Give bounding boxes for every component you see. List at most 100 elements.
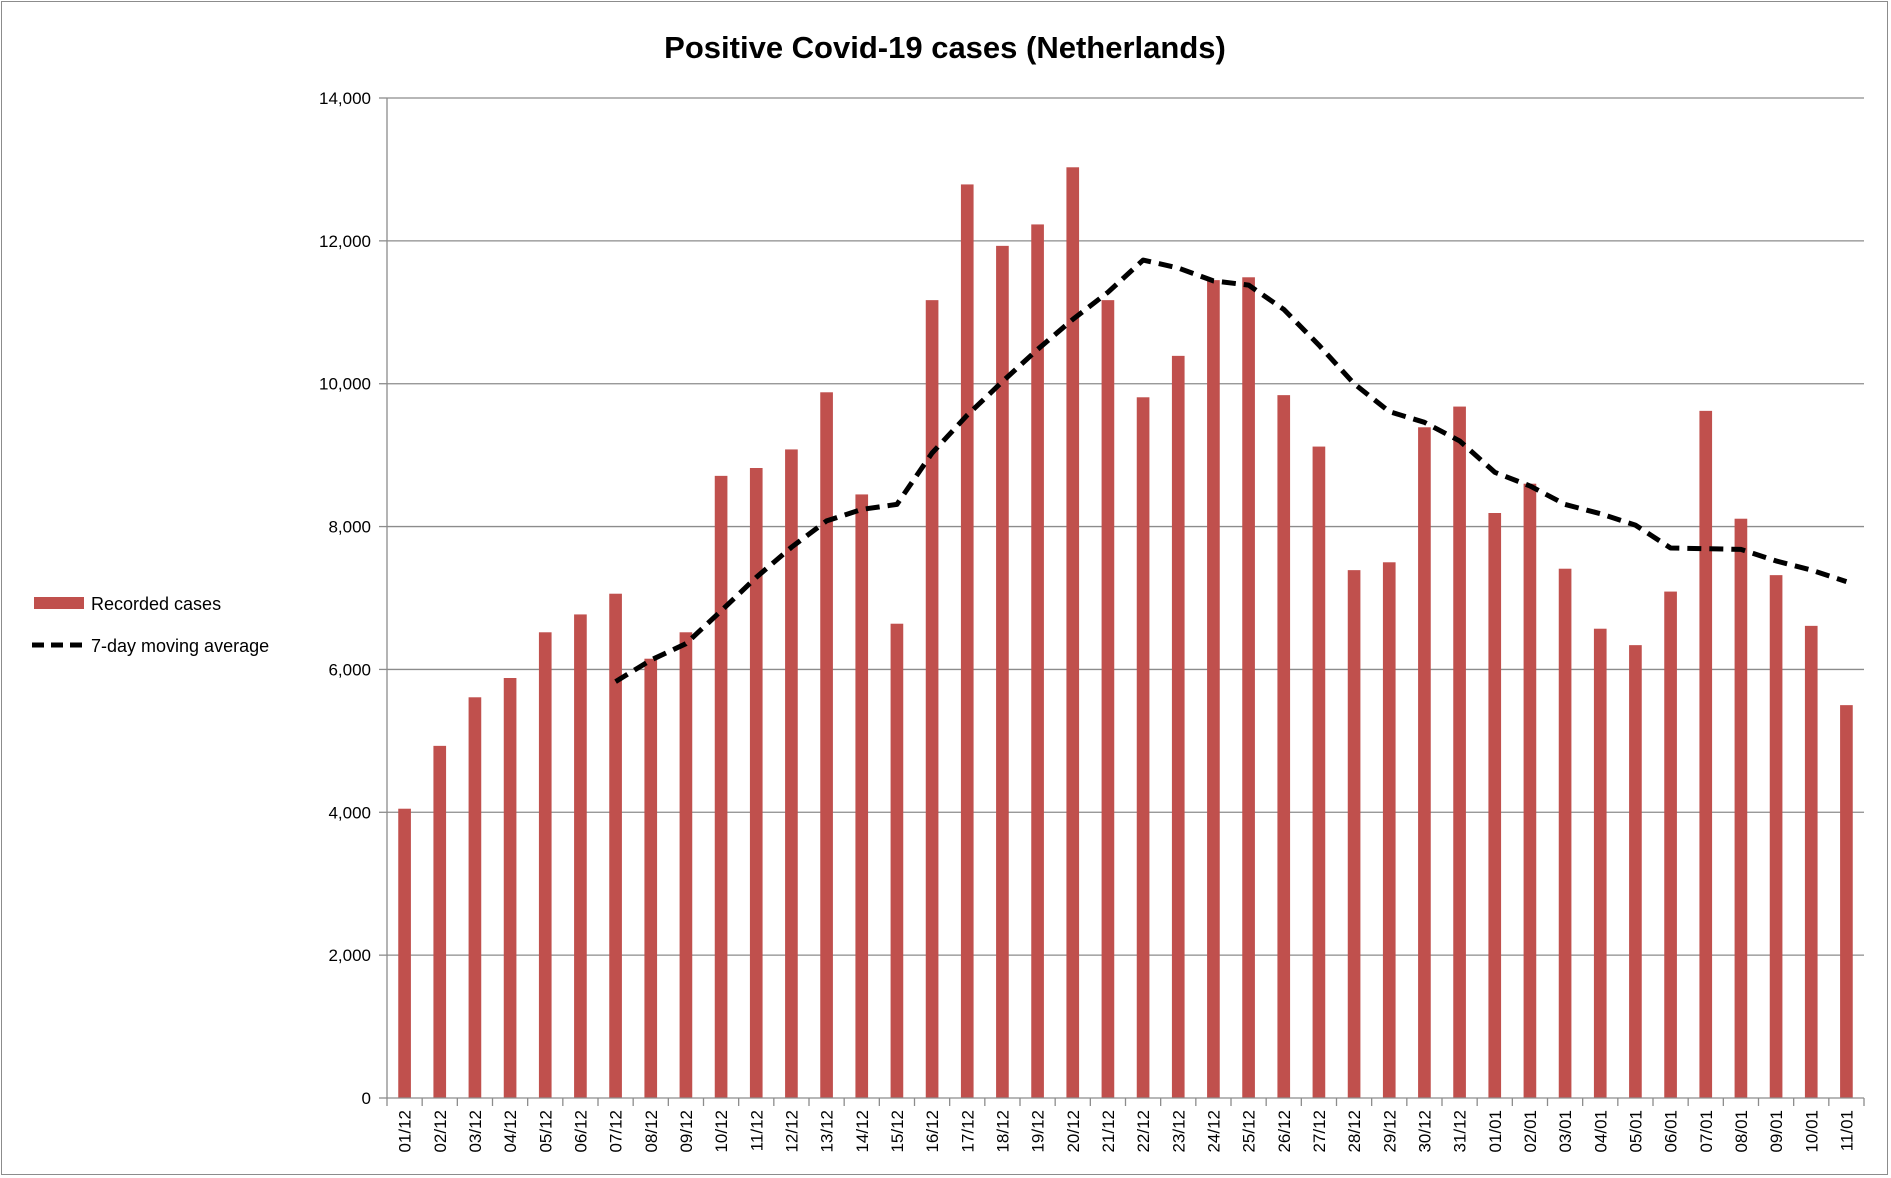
x-tick-label: 18/12 bbox=[993, 1110, 1012, 1153]
bar-recorded-cases bbox=[1101, 300, 1115, 1099]
axis-layer: 0 2,000 4,000 6,000 8,000 10,000 12,000 14,000 0… bbox=[319, 89, 1865, 1153]
line-layer bbox=[614, 257, 1848, 684]
x-tick-label: 03/12 bbox=[466, 1110, 485, 1153]
bar-layer bbox=[398, 167, 1853, 1099]
x-tick-label: 05/12 bbox=[536, 1110, 555, 1153]
bar-recorded-cases bbox=[1136, 397, 1150, 1098]
bar-recorded-cases bbox=[1453, 406, 1466, 1099]
grid-layer bbox=[387, 97, 1864, 956]
x-tick-label: 30/12 bbox=[1415, 1110, 1434, 1153]
bar-recorded-cases bbox=[1312, 446, 1326, 1099]
x-tick-label: 13/12 bbox=[818, 1110, 837, 1153]
bar-recorded-cases bbox=[503, 678, 517, 1098]
y-tick-label: 8,000 bbox=[328, 518, 371, 537]
bar-recorded-cases bbox=[1207, 280, 1220, 1099]
bar-recorded-cases bbox=[714, 475, 728, 1098]
x-tick-label: 04/12 bbox=[501, 1110, 520, 1153]
x-tick-label: 22/12 bbox=[1134, 1110, 1153, 1153]
x-tick-label: 21/12 bbox=[1099, 1110, 1118, 1153]
bar-recorded-cases bbox=[609, 593, 622, 1098]
x-tick-label: 03/01 bbox=[1556, 1110, 1575, 1153]
x-tick-label: 11/01 bbox=[1837, 1110, 1856, 1151]
bar-recorded-cases bbox=[925, 300, 939, 1099]
x-tick-label: 31/12 bbox=[1451, 1110, 1470, 1153]
x-tick-label: 28/12 bbox=[1345, 1110, 1364, 1153]
bar-recorded-cases bbox=[398, 808, 411, 1098]
bar-recorded-cases bbox=[433, 745, 447, 1098]
x-tick-label: 06/12 bbox=[571, 1110, 590, 1153]
x-tick-label: 10/12 bbox=[712, 1110, 731, 1153]
bar-recorded-cases bbox=[1418, 427, 1431, 1098]
x-tick-label: 08/12 bbox=[642, 1110, 661, 1153]
bar-recorded-cases bbox=[1277, 395, 1291, 1099]
bar-recorded-cases bbox=[1558, 568, 1572, 1098]
bar-recorded-cases bbox=[538, 632, 552, 1098]
x-tick-label: 26/12 bbox=[1275, 1110, 1294, 1153]
y-tick-label: 6,000 bbox=[328, 660, 371, 679]
y-tick-label: 0 bbox=[362, 1089, 371, 1108]
legend-swatch-recorded-cases bbox=[34, 597, 84, 609]
x-tick-label: 10/01 bbox=[1802, 1110, 1821, 1153]
bar-recorded-cases bbox=[1347, 570, 1361, 1098]
legend-label-moving-average: 7-day moving average bbox=[91, 636, 269, 656]
x-tick-label: 23/12 bbox=[1169, 1110, 1188, 1153]
y-tick-label: 4,000 bbox=[328, 803, 371, 822]
bar-recorded-cases bbox=[1840, 705, 1853, 1098]
bar-recorded-cases bbox=[960, 184, 974, 1098]
y-tick-label: 2,000 bbox=[328, 946, 371, 965]
x-tick-label: 09/12 bbox=[677, 1110, 696, 1153]
x-tick-label: 01/01 bbox=[1486, 1110, 1505, 1153]
x-tick-label: 25/12 bbox=[1240, 1110, 1259, 1153]
x-tick-label: 24/12 bbox=[1204, 1110, 1223, 1153]
x-tick-label: 08/01 bbox=[1732, 1110, 1751, 1153]
chart-title: Positive Covid-19 cases (Netherlands) bbox=[664, 30, 1226, 65]
x-tick-label: 20/12 bbox=[1064, 1110, 1083, 1153]
legend: Recorded cases 7-day moving average bbox=[32, 594, 269, 656]
x-tick-label: 15/12 bbox=[888, 1110, 907, 1153]
bar-recorded-cases bbox=[574, 614, 587, 1098]
bar-recorded-cases bbox=[1699, 410, 1713, 1098]
bar-recorded-cases bbox=[749, 468, 763, 1098]
bar-recorded-cases bbox=[679, 632, 693, 1098]
bar-recorded-cases bbox=[890, 623, 904, 1098]
x-tick-label: 07/12 bbox=[607, 1110, 626, 1153]
bar-recorded-cases bbox=[855, 494, 869, 1098]
x-tick-label: 17/12 bbox=[958, 1110, 977, 1153]
bar-recorded-cases bbox=[1382, 562, 1396, 1098]
x-tick-label: 04/01 bbox=[1591, 1110, 1610, 1153]
x-tick-label: 14/12 bbox=[853, 1110, 872, 1153]
bar-recorded-cases bbox=[1593, 628, 1607, 1098]
x-tick-label: 29/12 bbox=[1380, 1110, 1399, 1153]
bar-recorded-cases bbox=[1242, 277, 1255, 1098]
bar-recorded-cases bbox=[1488, 513, 1502, 1098]
bar-recorded-cases bbox=[468, 697, 482, 1098]
x-tick-label: 12/12 bbox=[782, 1110, 801, 1153]
x-tick-label: 19/12 bbox=[1029, 1110, 1048, 1153]
legend-label-recorded-cases: Recorded cases bbox=[91, 594, 221, 614]
x-tick-label: 02/12 bbox=[431, 1110, 450, 1153]
x-tick-label: 11/12 bbox=[747, 1110, 766, 1151]
x-tick-label: 07/01 bbox=[1697, 1110, 1716, 1153]
bar-recorded-cases bbox=[1769, 575, 1783, 1098]
x-tick-label: 16/12 bbox=[923, 1110, 942, 1153]
bar-recorded-cases bbox=[820, 392, 833, 1098]
bar-recorded-cases bbox=[1523, 483, 1537, 1098]
x-tick-label: 02/01 bbox=[1521, 1110, 1540, 1153]
y-tick-label: 12,000 bbox=[319, 232, 371, 251]
bar-recorded-cases bbox=[1664, 591, 1677, 1098]
bar-recorded-cases bbox=[996, 245, 1009, 1098]
bar-recorded-cases bbox=[1066, 167, 1080, 1099]
x-tick-label: 09/01 bbox=[1767, 1110, 1786, 1153]
bar-recorded-cases bbox=[1171, 355, 1185, 1098]
line-7-day-moving-average bbox=[614, 257, 1848, 684]
bar-recorded-cases bbox=[1629, 645, 1642, 1098]
x-tick-label: 06/01 bbox=[1662, 1110, 1681, 1153]
bar-recorded-cases bbox=[1031, 224, 1044, 1098]
y-tick-label: 14,000 bbox=[319, 89, 371, 108]
y-tick-label: 10,000 bbox=[319, 375, 371, 394]
bar-recorded-cases bbox=[644, 658, 658, 1098]
bar-recorded-cases bbox=[1734, 518, 1748, 1098]
x-tick-label: 01/12 bbox=[396, 1110, 415, 1153]
